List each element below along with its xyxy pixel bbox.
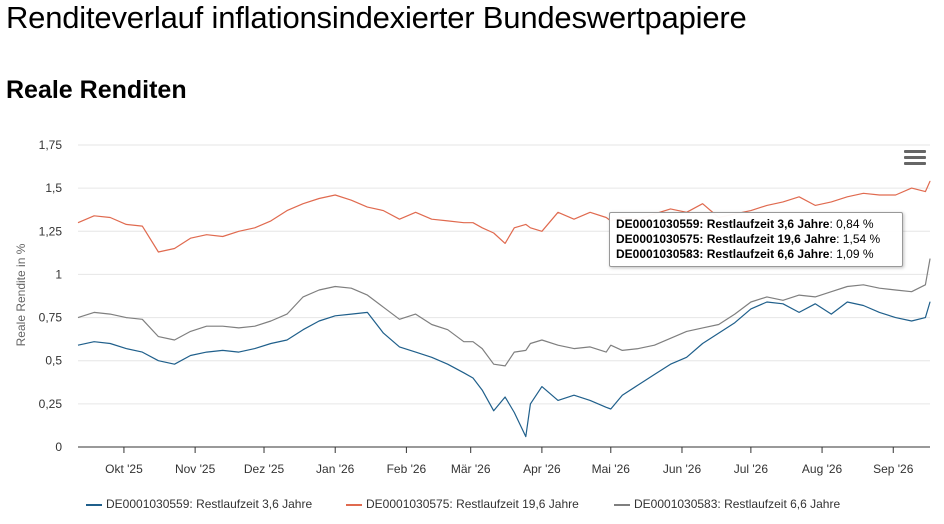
legend-item-series-3[interactable]: DE0001030583: Restlaufzeit 6,6 Jahre — [614, 497, 840, 511]
x-tick-label: Apr '26 — [523, 462, 561, 476]
x-tick-label: Jan '26 — [316, 462, 355, 476]
x-tick-label: Okt '25 — [105, 462, 143, 476]
page-title: Renditeverlauf inflationsindexierter Bun… — [6, 0, 747, 35]
hamburger-menu-icon — [904, 150, 926, 153]
tooltip-row: DE0001030575: Restlaufzeit 19,6 Jahre: 1… — [616, 232, 881, 246]
y-tick-label: 0,75 — [39, 311, 63, 325]
hover-markers — [929, 180, 931, 303]
series-point — [929, 180, 931, 182]
y-tick-label: 0,25 — [39, 397, 63, 411]
series-line-2[interactable] — [77, 180, 931, 253]
y-axis: 0 0,25 0,5 0,75 1 1,25 1,5 1,75 — [39, 138, 63, 454]
x-tick-label: Aug '26 — [802, 462, 843, 476]
legend-item-series-2[interactable]: DE0001030575: Restlaufzeit 19,6 Jahre — [346, 497, 579, 511]
y-axis-title: Reale Rendite in % — [14, 243, 28, 346]
series-line-1[interactable] — [77, 301, 931, 438]
x-tick-label: Mai '26 — [592, 462, 631, 476]
chart-menu-button[interactable] — [904, 150, 926, 168]
y-tick-label: 0 — [55, 440, 62, 454]
tooltip-row: DE0001030583: Restlaufzeit 6,6 Jahre: 1,… — [616, 247, 874, 261]
x-tick-label: Mär '26 — [451, 462, 491, 476]
y-tick-label: 1,75 — [39, 138, 63, 152]
section-title: Reale Renditen — [6, 76, 187, 104]
legend-swatch — [86, 503, 102, 506]
series-lines — [77, 180, 931, 438]
x-tick-label: Sep '26 — [873, 462, 914, 476]
y-tick-label: 1,25 — [39, 224, 63, 238]
grid-lines — [78, 144, 930, 448]
chart-legend: DE0001030559: Restlaufzeit 3,6 Jahre DE0… — [0, 497, 944, 515]
x-tick-label: Dez '25 — [244, 462, 285, 476]
x-axis: Okt '25 Nov '25 Dez '25 Jan '26 Feb '26 Mär '… — [78, 446, 930, 476]
legend-swatch — [614, 503, 630, 506]
x-tick-label: Jul '26 — [734, 462, 769, 476]
x-tick-label: Jun '26 — [663, 462, 702, 476]
series-point — [929, 258, 931, 260]
x-tick-label: Feb '26 — [387, 462, 427, 476]
y-tick-label: 0,5 — [45, 354, 62, 368]
series-line-3[interactable] — [77, 258, 931, 367]
tooltip-row: DE0001030559: Restlaufzeit 3,6 Jahre: 0,… — [616, 217, 874, 231]
series-point — [929, 301, 931, 303]
y-tick-label: 1 — [55, 267, 62, 281]
legend-item-series-1[interactable]: DE0001030559: Restlaufzeit 3,6 Jahre — [86, 497, 312, 511]
x-tick-label: Nov '25 — [175, 462, 216, 476]
y-tick-label: 1,5 — [45, 181, 62, 195]
chart-tooltip: DE0001030559: Restlaufzeit 3,6 Jahre: 0,… — [609, 212, 903, 267]
legend-swatch — [346, 503, 362, 506]
